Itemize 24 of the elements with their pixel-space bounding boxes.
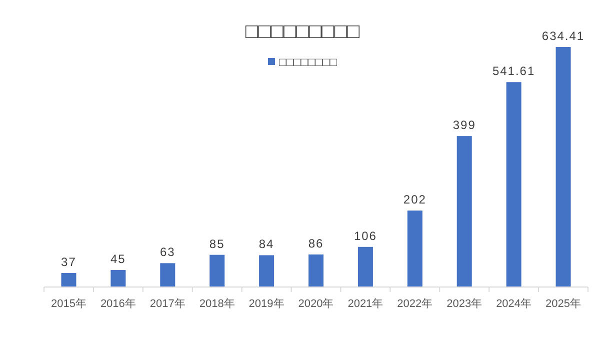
data-label: 63 (160, 245, 176, 260)
data-label: 399 (452, 118, 476, 132)
data-label: 37 (61, 255, 76, 270)
data-label: 45 (110, 252, 126, 266)
x-tick-label: 2024年 (496, 298, 532, 310)
x-tick-label: 2017年 (150, 298, 186, 310)
x-tick-label: 2018年 (199, 298, 235, 310)
x-tick-label: 2020年 (298, 298, 334, 310)
chart-title: □□□□□□□□□ (245, 20, 360, 43)
x-tick-label: 2016年 (100, 298, 136, 310)
data-label: 86 (308, 236, 324, 250)
x-tick-label: 2022年 (397, 298, 433, 310)
legend-label: □□□□□□□□ (279, 55, 338, 69)
data-label: 106 (354, 228, 377, 243)
x-tick-label: 2021年 (348, 298, 384, 310)
x-tick-label: 2023年 (446, 298, 482, 310)
data-label: 634.41 (542, 29, 585, 43)
x-tick-label: 2019年 (248, 298, 284, 310)
x-tick-label: 2015年 (50, 298, 86, 310)
data-label: 84 (258, 237, 274, 252)
data-label: 541.61 (492, 64, 536, 78)
data-label: 85 (209, 236, 225, 251)
x-tick-label: 2025年 (546, 298, 582, 310)
data-label: 202 (403, 192, 426, 207)
